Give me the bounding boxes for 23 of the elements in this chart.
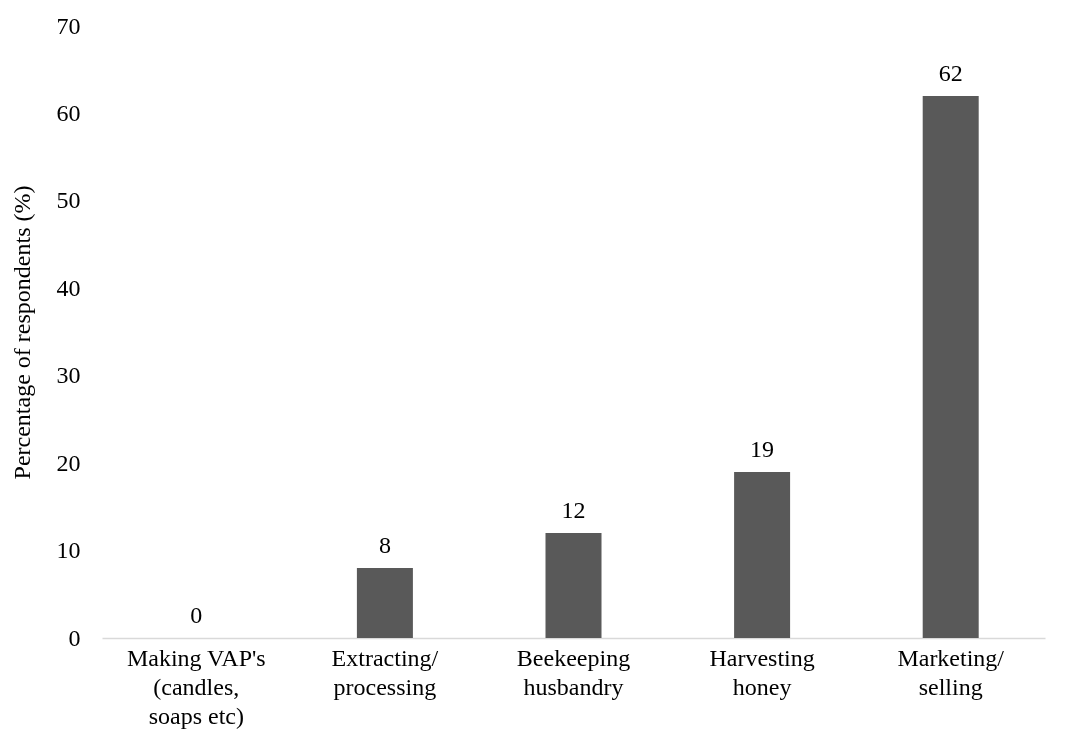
x-tick-label: Harvesting honey	[709, 644, 815, 700]
y-tick-label: 50	[56, 187, 81, 214]
x-tick-label: Beekeeping husbandry	[516, 644, 631, 700]
x-tick-label: Making VAP's (candles, soaps etc)	[126, 644, 266, 729]
x-tick-label: Marketing/ selling	[897, 644, 1005, 700]
data-label: 19	[750, 435, 775, 462]
y-tick-label: 60	[56, 99, 81, 126]
data-label: 8	[378, 532, 391, 559]
bar	[545, 533, 602, 638]
bar	[356, 568, 413, 638]
y-tick-label: 10	[56, 537, 81, 564]
bar	[734, 471, 791, 638]
data-label: 12	[561, 497, 586, 524]
bar	[922, 95, 979, 638]
y-tick-label: 20	[56, 449, 81, 476]
data-label: 62	[938, 59, 963, 86]
y-tick-label: 30	[56, 362, 81, 389]
y-tick-label: 0	[68, 624, 81, 651]
y-axis-title: Percentage of respondents (%)	[8, 185, 35, 480]
y-tick-label: 40	[56, 274, 81, 301]
y-tick-label: 70	[56, 12, 81, 39]
data-label: 0	[190, 602, 203, 628]
x-tick-label: Extracting/ processing	[331, 644, 439, 700]
